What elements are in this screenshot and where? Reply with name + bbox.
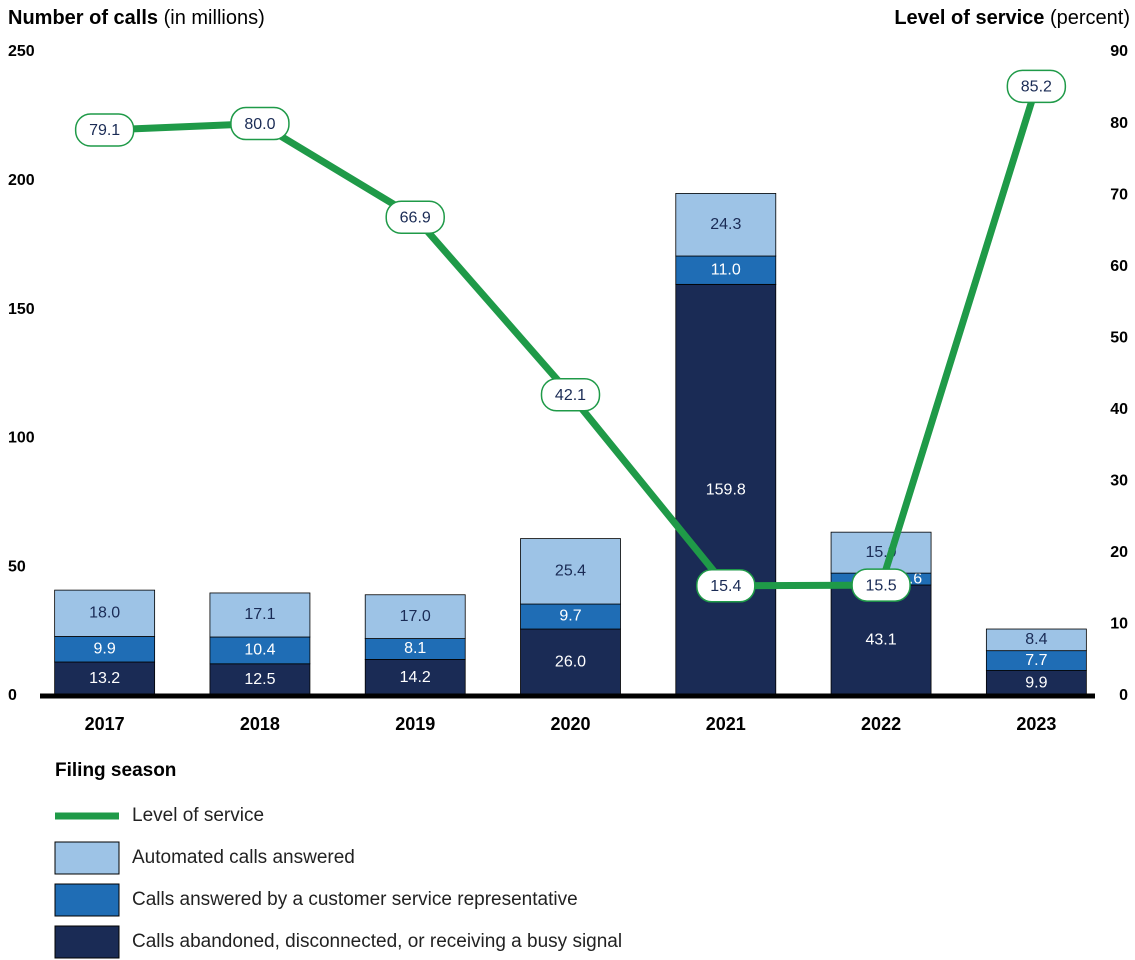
bar-value-label: 43.1 [866, 632, 897, 649]
y2-tick-label: 10 [1110, 616, 1128, 633]
bar-segment [54, 636, 156, 663]
y2-axis-title: Level of service (percent) [894, 7, 1130, 29]
bar-segment [364, 594, 466, 639]
bar-value-label: 18.0 [89, 605, 120, 622]
bar-value-label: 10.4 [244, 642, 275, 659]
bar-value-label: 14.2 [400, 669, 431, 686]
line-label-box [540, 378, 601, 412]
line-label-box [74, 113, 135, 147]
bar-value-label: 9.9 [1025, 674, 1047, 691]
y2-axis-title-main: Level of service [894, 7, 1044, 29]
x-tick-label: 2023 [1016, 714, 1056, 734]
legend-swatch [54, 925, 120, 959]
y-tick-label: 150 [8, 301, 35, 318]
bar-segment [675, 193, 777, 257]
x-tick-label: 2021 [706, 714, 746, 734]
bar-value-label: 9.7 [559, 608, 581, 625]
bar-value-label: 25.4 [555, 563, 586, 580]
y-axis-title-unit: (in millions) [164, 7, 265, 29]
bar-value-label: 24.3 [710, 216, 741, 233]
legend-label: Level of service [132, 805, 264, 826]
bar-segment [209, 636, 311, 665]
x-tick-label: 2017 [85, 714, 125, 734]
legend-swatch [54, 841, 120, 875]
line-value-label: 15.5 [866, 577, 897, 594]
bar-segment [675, 283, 777, 697]
bar-value-label: 11.0 [711, 261, 741, 278]
y-tick-label: 0 [8, 687, 17, 704]
legend-label: Calls abandoned, disconnected, or receiv… [132, 931, 622, 952]
bar-segment [209, 592, 311, 638]
bar-value-label: 12.5 [244, 671, 275, 688]
y2-tick-label: 70 [1110, 186, 1128, 203]
bar-segment [54, 661, 156, 697]
x-axis-title: Filing season [55, 760, 176, 781]
y-axis-title: Number of calls (in millions) [8, 7, 265, 29]
bar-segment [209, 663, 311, 697]
y2-tick-label: 30 [1110, 473, 1128, 490]
legend-label: Automated calls answered [132, 847, 355, 868]
x-tick-label: 2022 [861, 714, 901, 734]
line-value-label: 42.1 [555, 387, 586, 404]
bar-value-label: 8.4 [1025, 631, 1047, 648]
bar-value-label: 7.7 [1025, 652, 1047, 669]
line-label-box [1006, 69, 1067, 104]
bar-segment [54, 589, 156, 637]
line-series [104, 85, 1040, 590]
y-tick-label: 250 [8, 43, 35, 60]
line-label-box [230, 106, 290, 141]
line-label-box [385, 200, 445, 235]
bar-value-label: 17.0 [400, 608, 431, 625]
bar-value-label: 17.1 [244, 606, 275, 623]
y2-tick-label: 40 [1110, 401, 1128, 418]
line-value-label: 85.2 [1021, 79, 1052, 96]
bar-segment [985, 628, 1087, 652]
line-value-label: 79.1 [89, 122, 120, 139]
y2-tick-label: 60 [1110, 258, 1128, 275]
legend-label: Calls answered by a customer service rep… [132, 889, 578, 910]
x-tick-label: 2020 [550, 714, 590, 734]
y-tick-label: 200 [8, 172, 35, 189]
line-label-box [696, 569, 756, 603]
line-value-label: 80.0 [244, 116, 275, 133]
bar-value-label: 8.1 [404, 640, 426, 657]
y2-tick-label: 0 [1119, 687, 1128, 704]
bar-value-label: 9.9 [94, 640, 116, 657]
bar-segment [520, 628, 621, 697]
line-value-label: 66.9 [400, 210, 431, 227]
x-tick-label: 2018 [240, 714, 280, 734]
y-tick-label: 100 [8, 430, 35, 447]
bar-value-label: 13.2 [89, 670, 120, 687]
bar-value-label: 26.0 [555, 654, 586, 671]
bar-value-label: 159.8 [706, 481, 746, 498]
x-tick-label: 2019 [395, 714, 435, 734]
y2-tick-label: 50 [1110, 329, 1128, 346]
y2-tick-label: 90 [1110, 43, 1128, 60]
line-label-box [851, 568, 911, 602]
y2-tick-label: 20 [1110, 544, 1128, 561]
bar-segment [985, 670, 1087, 697]
y2-tick-label: 80 [1110, 115, 1128, 132]
bar-segment [675, 255, 777, 285]
legend-swatch [54, 883, 120, 917]
bar-segment [520, 538, 621, 605]
y-tick-label: 50 [8, 558, 26, 575]
bar-segment [830, 584, 932, 697]
y2-axis-title-unit: (percent) [1050, 7, 1130, 29]
y-axis-title-main: Number of calls [8, 7, 158, 29]
bar-segment [830, 531, 932, 574]
line-value-label: 15.4 [710, 578, 741, 595]
